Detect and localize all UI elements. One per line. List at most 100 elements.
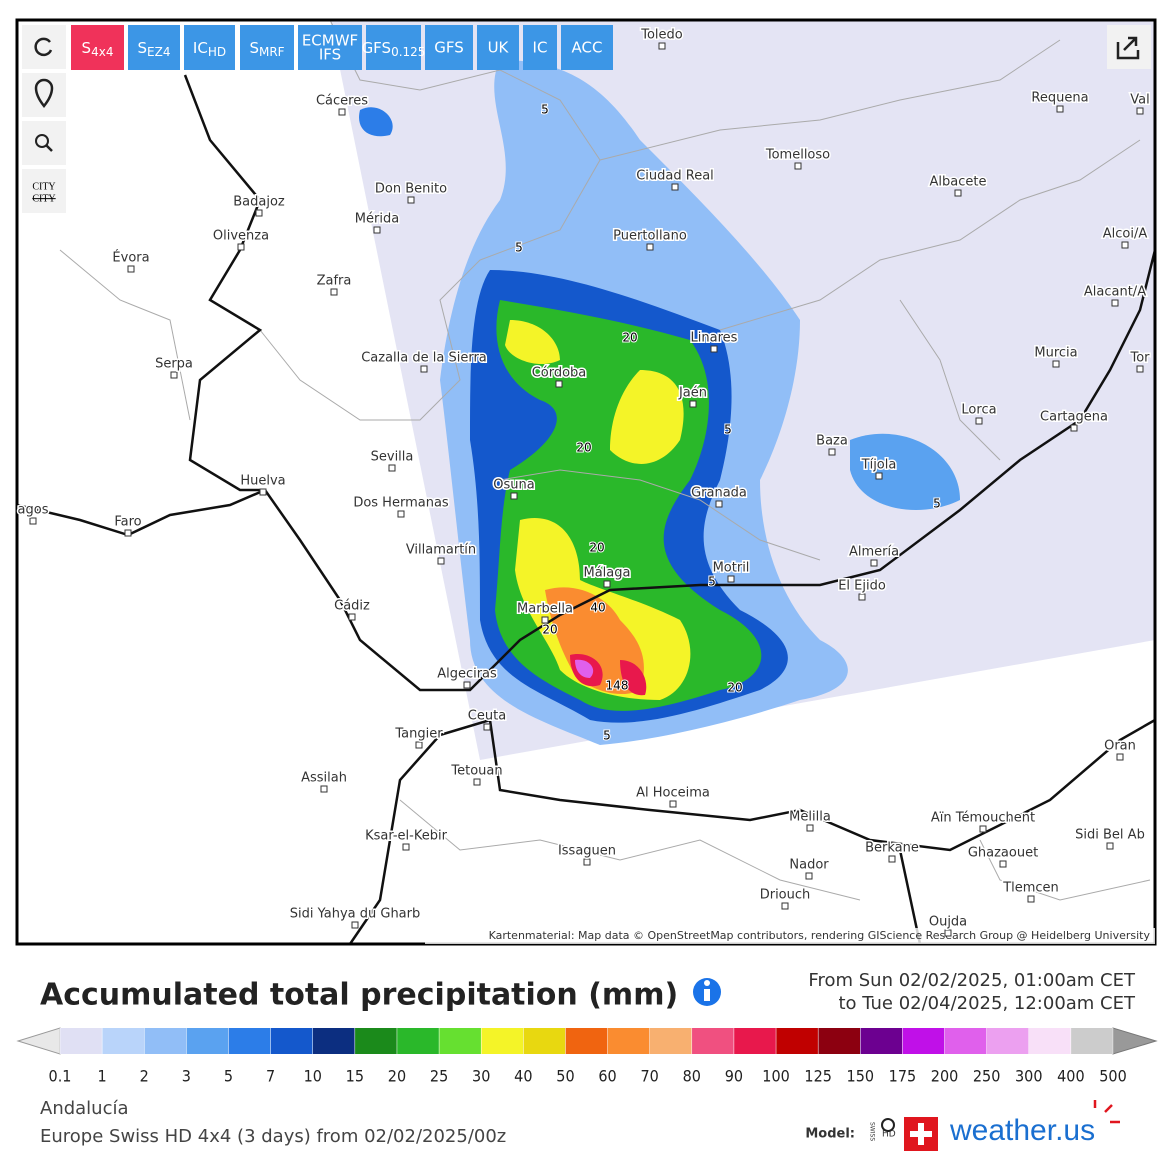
city-label: Zafra	[317, 274, 352, 289]
city-label: Tetouan	[450, 764, 502, 779]
city-label: Huelva	[240, 474, 285, 489]
button-sub: 4x4	[91, 45, 113, 59]
contour-label: 20	[576, 441, 591, 455]
zoom-button[interactable]	[22, 121, 66, 165]
legend-tick-label: 100	[762, 1067, 789, 1086]
city-marker	[373, 226, 381, 234]
zoom-icon	[35, 134, 49, 148]
contour-label: 5	[541, 103, 549, 117]
magnifier	[881, 1118, 895, 1132]
city-label: Cádiz	[334, 599, 370, 614]
model-button[interactable]	[366, 25, 421, 70]
city-marker	[603, 580, 611, 588]
legend-swatch	[733, 1028, 777, 1054]
city-label: Al Hoceima	[636, 786, 710, 801]
city-label: Tomelloso	[765, 148, 830, 163]
city-marker	[555, 380, 563, 388]
map: Kartenmaterial: Map data © OpenStreetMap…	[15, 18, 1157, 946]
model-button[interactable]	[71, 25, 124, 70]
city-label: Évora	[112, 250, 149, 266]
refresh-button[interactable]	[22, 25, 66, 69]
legend-tick-label: 5	[224, 1067, 233, 1086]
city-label: Ghazaouet	[968, 846, 1038, 861]
city-marker	[259, 488, 267, 496]
legend-tick-label: 175	[889, 1067, 916, 1086]
model-label: Model:	[805, 1127, 855, 1142]
city-marker	[170, 371, 178, 379]
model-button[interactable]	[298, 25, 362, 70]
city-marker	[415, 741, 423, 749]
legend-swatch	[902, 1028, 945, 1054]
legend-tick-label: 3	[182, 1067, 191, 1086]
model-button[interactable]	[425, 25, 473, 70]
city-marker	[888, 855, 896, 863]
city-label: Issaguen	[558, 844, 616, 859]
city-marker	[658, 42, 666, 50]
model-button[interactable]	[561, 25, 613, 70]
button-label: IC	[533, 39, 548, 57]
share-button[interactable]	[1107, 25, 1151, 69]
legend-tick-label: 10	[304, 1067, 322, 1086]
city-label: Ceuta	[468, 709, 506, 724]
model-button[interactable]	[184, 25, 235, 70]
legend-swatch	[776, 1028, 819, 1054]
button-label: ICHD	[193, 39, 226, 59]
city-marker	[727, 575, 735, 583]
model-button[interactable]	[128, 25, 180, 70]
legend-tick-label: 25	[430, 1067, 448, 1086]
city-marker	[794, 162, 802, 170]
legend-swatch	[944, 1028, 987, 1054]
legend-swatch	[60, 1028, 103, 1054]
legend-tick-label: 70	[641, 1067, 659, 1086]
button-label: SEZ4	[138, 39, 171, 59]
model-run: Europe Swiss HD 4x4 (3 days) from 02/02/…	[40, 1126, 506, 1147]
legend-tick-label: 7	[266, 1067, 275, 1086]
city-marker	[1027, 895, 1035, 903]
legend-tick-label: 60	[598, 1067, 616, 1086]
legend-swatch	[270, 1028, 313, 1054]
city-button[interactable]	[22, 169, 66, 213]
city-label: Murcia	[1034, 346, 1077, 361]
city-label: Córdoba	[532, 366, 587, 381]
city-label: Don Benito	[375, 182, 447, 197]
city-marker	[715, 500, 723, 508]
city-label: agos	[18, 503, 49, 518]
contour-label: 5	[603, 729, 611, 743]
city-label: Toledo	[640, 28, 683, 43]
button-sub: HD	[208, 45, 226, 59]
contour-label: 5	[708, 575, 716, 589]
legend-swatch	[439, 1028, 482, 1054]
legend-tick-label: 250	[973, 1067, 1000, 1086]
swiss-cross	[910, 1123, 932, 1145]
city-marker	[646, 243, 654, 251]
city-marker	[828, 448, 836, 456]
city-label: Tor	[1129, 351, 1150, 366]
button-label: ACC	[572, 39, 603, 57]
city-marker	[541, 616, 549, 624]
city-marker	[1111, 299, 1119, 307]
model-button[interactable]	[240, 25, 294, 70]
button-main: S	[82, 39, 92, 57]
side-tools: CITY CITY	[22, 25, 1151, 213]
city-marker	[388, 464, 396, 472]
button-sub: MRF	[259, 45, 285, 59]
model-button[interactable]	[477, 25, 519, 70]
brand-sun	[1093, 1100, 1120, 1124]
legend-swatch	[818, 1028, 861, 1054]
model-button[interactable]	[523, 25, 557, 70]
model-badge: SWISS	[869, 1122, 876, 1141]
city-marker	[124, 529, 132, 537]
city-label: Lorca	[961, 403, 996, 418]
city-marker	[437, 557, 445, 565]
city-marker	[463, 681, 471, 689]
button-sub: EZ4	[147, 45, 170, 59]
city-marker	[806, 824, 814, 832]
city-marker	[255, 209, 263, 217]
legend-swatch	[312, 1028, 355, 1054]
region: Andalucía	[40, 1098, 129, 1119]
city-label: Tlemcen	[1002, 881, 1059, 896]
city-label: Motril	[713, 561, 750, 576]
city-marker	[979, 825, 987, 833]
